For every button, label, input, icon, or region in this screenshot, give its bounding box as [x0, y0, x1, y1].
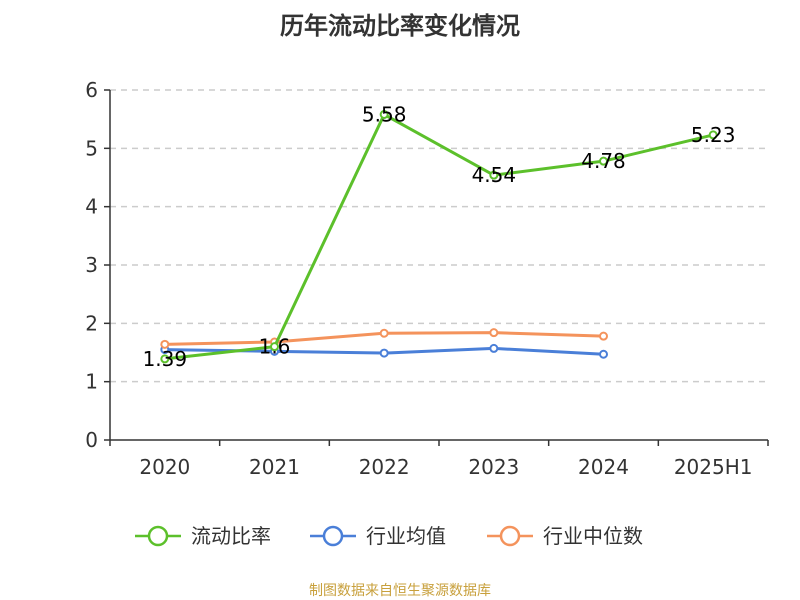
data-point[interactable]	[489, 328, 499, 338]
legend-label: 流动比率	[191, 524, 271, 548]
legend-item[interactable]: 流动比率	[135, 524, 271, 548]
data-label: 1.39	[143, 347, 188, 371]
axes: 0 1 2 3 4 5 6 2020 2021 2022 2023 2024 2025H1	[85, 78, 769, 479]
legend-label: 行业均值	[366, 524, 446, 548]
x-tick-label: 2024	[578, 455, 629, 479]
data-point[interactable]	[489, 343, 499, 353]
source-note: 制图数据来自恒生聚源数据库	[309, 583, 491, 599]
data-point[interactable]	[379, 328, 389, 338]
y-tick-label: 5	[85, 136, 98, 160]
chart-title: 历年流动比率变化情况	[280, 12, 520, 40]
data-label: 5.58	[362, 103, 407, 127]
data-point[interactable]	[599, 156, 608, 166]
y-tick-label: 2	[85, 311, 98, 335]
data-point[interactable]	[160, 354, 170, 364]
series-0	[160, 110, 718, 364]
data-point[interactable]	[708, 130, 718, 140]
y-tick-label: 1	[85, 370, 98, 394]
data-point[interactable]	[270, 342, 279, 352]
legend-marker	[322, 525, 344, 547]
y-tick-label: 6	[85, 78, 98, 102]
data-label: 5.23	[691, 123, 736, 147]
data-point[interactable]	[489, 170, 499, 180]
series-2	[160, 328, 608, 349]
y-tick-label: 3	[85, 253, 98, 277]
series-layer	[160, 110, 718, 364]
x-tick-label: 2021	[249, 455, 300, 479]
legend-marker	[147, 525, 169, 547]
data-point[interactable]	[379, 348, 389, 358]
data-label: 4.78	[581, 149, 626, 173]
data-point[interactable]	[379, 110, 389, 119]
grid	[110, 89, 768, 383]
legend-label: 行业中位数	[543, 524, 643, 548]
x-tick-label: 2025H1	[674, 455, 753, 479]
x-tick-label: 2022	[359, 455, 410, 479]
x-tick-label: 2023	[468, 455, 519, 479]
data-label: 4.54	[472, 163, 517, 187]
legend-item[interactable]: 行业中位数	[487, 524, 643, 548]
legend-marker	[499, 525, 521, 547]
data-point[interactable]	[599, 349, 608, 359]
series-line	[164, 113, 714, 361]
legend-item[interactable]: 行业均值	[310, 524, 446, 548]
data-labels: 1.39 1.6 5.58 4.54 4.78 5.23	[143, 103, 736, 371]
data-point[interactable]	[599, 331, 608, 341]
legend[interactable]: 流动比率 行业均值 行业中位数	[135, 524, 643, 548]
y-tick-label: 4	[85, 195, 98, 219]
x-tick-label: 2020	[139, 455, 190, 479]
y-tick-label: 0	[85, 428, 98, 452]
data-point[interactable]	[160, 339, 170, 349]
data-label: 1.6	[259, 335, 291, 359]
